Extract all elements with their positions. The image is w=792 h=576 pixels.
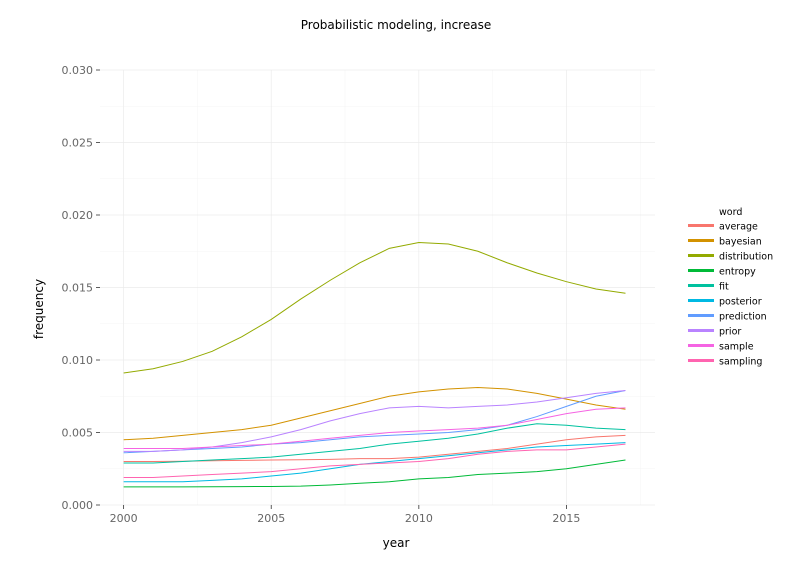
legend-label: average bbox=[719, 222, 758, 233]
legend-item-distribution: distribution bbox=[688, 252, 773, 263]
y-axis-label: frequency bbox=[32, 279, 46, 339]
x-tick-label: 2015 bbox=[552, 512, 580, 525]
legend-title: word bbox=[719, 207, 742, 218]
series-line-sample bbox=[123, 407, 626, 449]
legend-item-sample: sample bbox=[688, 342, 754, 353]
y-tick-label: 0.000 bbox=[62, 499, 94, 512]
series-line-prediction bbox=[123, 389, 626, 454]
x-tick-label: 2000 bbox=[110, 512, 138, 525]
legend-label: entropy bbox=[719, 267, 756, 278]
series-lines bbox=[123, 242, 626, 488]
y-tick-label: 0.030 bbox=[62, 64, 94, 77]
legend-swatch bbox=[688, 359, 714, 362]
legend-swatch bbox=[688, 314, 714, 317]
legend-label: sample bbox=[719, 342, 754, 353]
legend-label: posterior bbox=[719, 297, 762, 308]
x-tick-label: 2005 bbox=[257, 512, 285, 525]
legend-item-fit: fit bbox=[688, 282, 729, 293]
legend-item-sampling: sampling bbox=[688, 357, 762, 368]
grid bbox=[100, 69, 655, 506]
y-tick-label: 0.020 bbox=[62, 209, 94, 222]
legend-item-prediction: prediction bbox=[688, 312, 767, 323]
legend-item-average: average bbox=[688, 222, 758, 233]
series-line-bayesian bbox=[123, 387, 626, 441]
legend-swatch bbox=[688, 284, 714, 287]
legend-swatch bbox=[688, 254, 714, 257]
legend-label: prior bbox=[719, 327, 741, 338]
legend-swatch bbox=[688, 239, 714, 242]
legend-label: prediction bbox=[719, 312, 767, 323]
series-line-entropy bbox=[123, 459, 626, 488]
legend-item-entropy: entropy bbox=[688, 267, 756, 278]
legend-item-posterior: posterior bbox=[688, 297, 762, 308]
legend-item-bayesian: bayesian bbox=[688, 237, 762, 248]
legend-item-prior: prior bbox=[688, 327, 741, 338]
legend-swatch bbox=[688, 344, 714, 347]
x-axis-label: year bbox=[383, 536, 410, 550]
y-tick-label: 0.015 bbox=[62, 282, 94, 295]
series-line-sampling bbox=[123, 443, 626, 478]
legend-swatch bbox=[688, 224, 714, 227]
series-line-distribution bbox=[123, 242, 626, 374]
legend-label: sampling bbox=[719, 357, 762, 368]
series-line-fit bbox=[123, 423, 626, 464]
legend-swatch bbox=[688, 329, 714, 332]
legend-swatch bbox=[688, 299, 714, 302]
legend-label: bayesian bbox=[719, 237, 762, 248]
x-axis: 2000 2005 2010 2015 bbox=[110, 505, 580, 525]
x-tick-label: 2010 bbox=[405, 512, 433, 525]
y-axis: 0.000 0.005 0.010 0.015 0.020 0.025 0.030 bbox=[62, 64, 100, 512]
series-line-posterior bbox=[123, 442, 626, 483]
legend: word average bayesian distribution entropy f… bbox=[688, 207, 773, 368]
series-line-average bbox=[123, 434, 626, 462]
y-tick-label: 0.025 bbox=[62, 137, 94, 150]
legend-label: fit bbox=[719, 282, 729, 293]
chart-title: Probabilistic modeling, increase bbox=[301, 18, 491, 32]
y-tick-label: 0.010 bbox=[62, 354, 94, 367]
legend-swatch bbox=[688, 269, 714, 272]
y-tick-label: 0.005 bbox=[62, 427, 94, 440]
legend-label: distribution bbox=[719, 252, 773, 263]
